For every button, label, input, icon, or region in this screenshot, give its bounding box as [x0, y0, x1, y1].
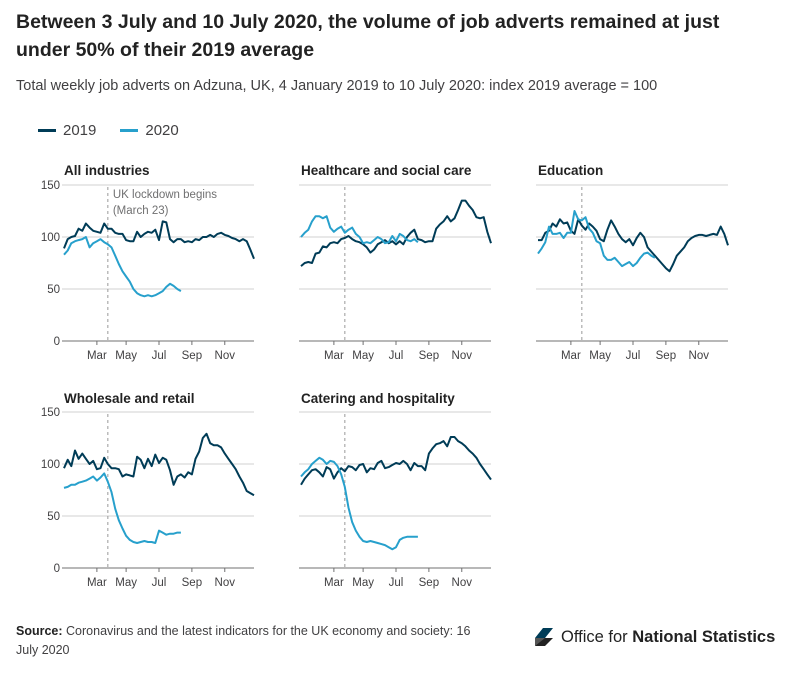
panel-4-ytick-label: 0: [54, 563, 60, 575]
ons-logo-text: Office for National Statistics: [561, 627, 776, 646]
legend-swatch-2019: [38, 129, 56, 132]
legend-item-2020[interactable]: 2020: [120, 122, 179, 139]
source-text: Coronavirus and the latest indicators fo…: [16, 624, 471, 657]
panel-3-xtick-label: Mar: [561, 350, 581, 362]
panel-1-xtick-label: Mar: [87, 350, 107, 362]
chart-legend: 2019 2020: [38, 122, 179, 139]
panel-3-xtick-label: Jul: [626, 350, 641, 362]
panel-2-xtick-label: May: [352, 350, 374, 362]
panel-3-xtick-label: May: [589, 350, 611, 362]
panel-1-ytick-label: 0: [54, 336, 60, 348]
page-title: Between 3 July and 10 July 2020, the vol…: [16, 11, 720, 61]
legend-item-2019[interactable]: 2019: [38, 122, 96, 139]
panel-5-xtick-label: Nov: [452, 577, 473, 589]
panel-4-xtick-label: Jul: [152, 577, 167, 589]
page-subtitle: Total weekly job adverts on Adzuna, UK, …: [16, 78, 658, 94]
panel-4-ytick-label: 50: [47, 511, 60, 523]
panel-5-series-2020: [300, 456, 418, 551]
legend-swatch-2020: [120, 129, 139, 132]
panel-2-series-2019: [300, 199, 492, 267]
panel-1-lockdown-label: (March 23): [113, 205, 169, 217]
panel-4-xtick-label: Mar: [87, 577, 107, 589]
panel-5-xtick-label: Mar: [324, 577, 344, 589]
panel-4-ytick-label: 100: [41, 459, 60, 471]
panel-4-xtick-label: Sep: [182, 577, 202, 589]
panel-1-title: All industries: [64, 163, 150, 178]
panel-5-xtick-label: Sep: [419, 577, 439, 589]
panel-3-xtick-label: Sep: [656, 350, 676, 362]
panel-1-xtick-label: Sep: [182, 350, 202, 362]
panel-1-series-2019: [63, 220, 255, 260]
panel-4-series-2020: [63, 472, 181, 544]
legend-label-2019: 2019: [63, 122, 97, 139]
ons-logo[interactable]: Office for National Statistics: [533, 626, 775, 648]
panel-2-xtick-label: Nov: [452, 350, 473, 362]
legend-label-2020: 2020: [145, 122, 179, 139]
panel-5-xtick-label: Jul: [389, 577, 404, 589]
panel-1-ytick-label: 150: [41, 180, 60, 192]
panel-3-title: Education: [538, 163, 603, 178]
panel-4-title: Wholesale and retail: [64, 391, 195, 406]
panel-5-series-2019: [300, 436, 492, 486]
panel-4-ytick-label: 150: [41, 407, 60, 419]
panel-2-xtick-label: Jul: [389, 350, 404, 362]
source-note: Source: Coronavirus and the latest indic…: [16, 622, 496, 660]
panel-3-series-2020: [537, 210, 656, 268]
panel-1-xtick-label: Jul: [152, 350, 167, 362]
panel-2-xtick-label: Sep: [419, 350, 439, 362]
panel-2-xtick-label: Mar: [324, 350, 344, 362]
panel-1-xtick-label: Nov: [215, 350, 236, 362]
panel-1-series-2020: [63, 236, 182, 298]
panel-5-xtick-label: May: [352, 577, 374, 589]
panel-1-lockdown-label: UK lockdown begins: [113, 189, 217, 201]
panel-2-series-2020: [300, 215, 419, 245]
panel-1-ytick-label: 50: [47, 284, 60, 296]
panel-4-xtick-label: May: [115, 577, 137, 589]
panel-4-series-2019: [63, 432, 255, 497]
panel-3-series-2019: [538, 218, 729, 273]
panel-1-ytick-label: 100: [41, 232, 60, 244]
panel-1-xtick-label: May: [115, 350, 137, 362]
panel-3-xtick-label: Nov: [689, 350, 710, 362]
panel-4-xtick-label: Nov: [215, 577, 236, 589]
panel-2-title: Healthcare and social care: [301, 163, 472, 178]
ons-logo-icon: [535, 628, 553, 646]
panel-5-title: Catering and hospitality: [301, 391, 455, 406]
source-label: Source:: [16, 624, 63, 638]
